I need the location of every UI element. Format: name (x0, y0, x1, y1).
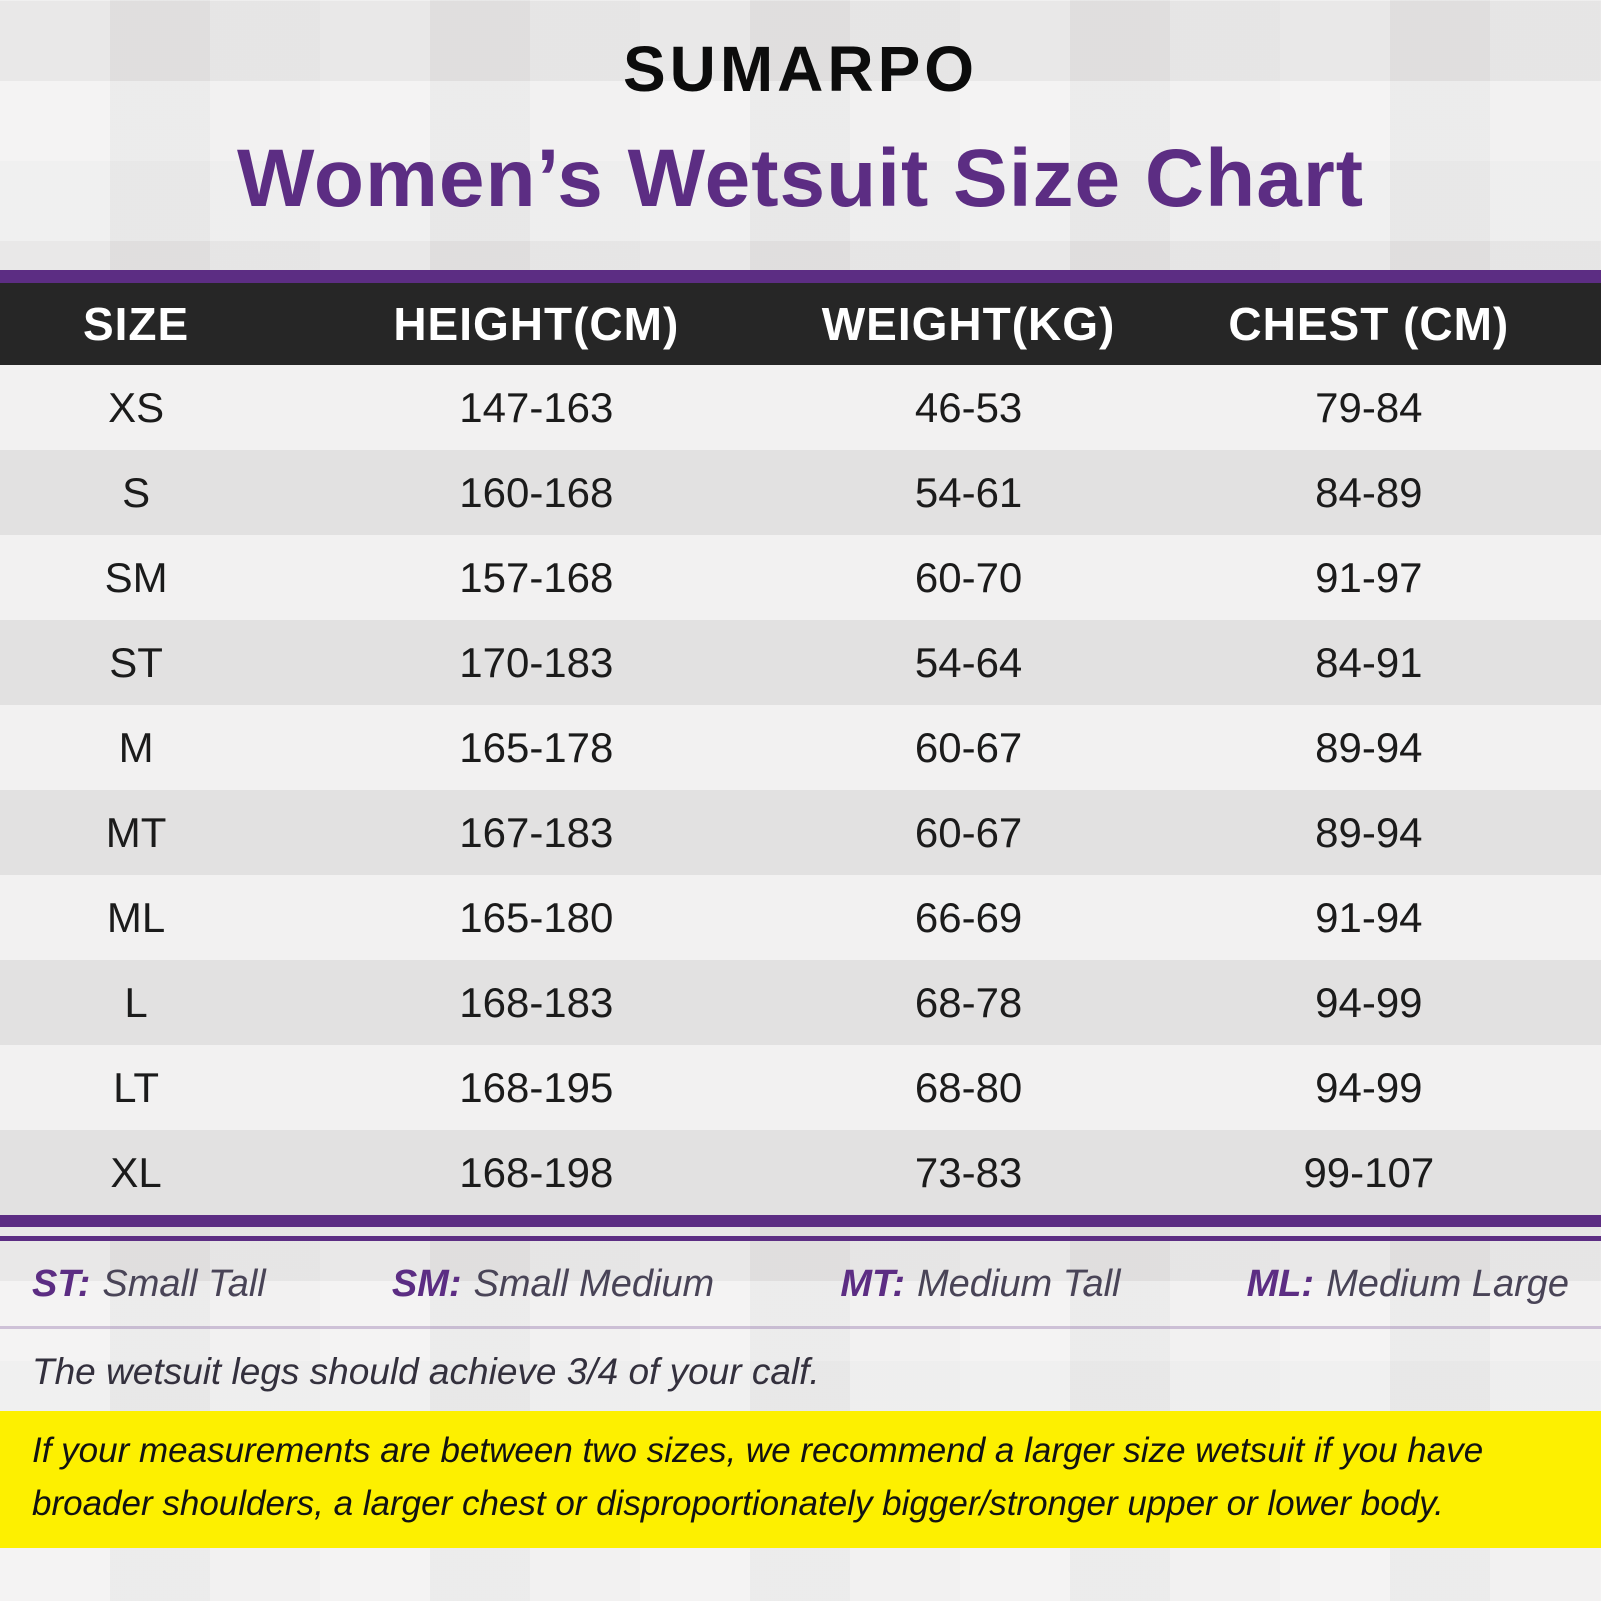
table-header-row: SIZE HEIGHT(CM) WEIGHT(KG) CHEST (CM) (0, 283, 1601, 365)
cell-height: 167-183 (459, 808, 614, 856)
accent-bar-bottom-thick (0, 1215, 1601, 1227)
legend-label: Medium Tall (917, 1263, 1121, 1305)
table-body: XS 147-163 46-53 79-84 S 160-168 54-61 8… (0, 365, 1601, 1215)
cell-size: ST (109, 638, 163, 686)
size-abbreviation-legend: ST: Small Tall SM: Small Medium MT: Medium … (0, 1241, 1601, 1306)
legend-item-st: ST: Small Tall (32, 1263, 266, 1306)
cell-height: 157-168 (459, 553, 614, 601)
sizing-recommendation-highlight: If your measurements are between two siz… (0, 1411, 1601, 1548)
legend-label: Medium Large (1326, 1263, 1569, 1305)
accent-bar-bottom-thin (0, 1236, 1601, 1241)
cell-size: XL (110, 1148, 162, 1196)
cell-weight: 73-83 (914, 1148, 1023, 1196)
cell-size: SM (104, 553, 168, 601)
cell-height: 170-183 (459, 638, 614, 686)
table-row: XS 147-163 46-53 79-84 (0, 365, 1601, 450)
cell-weight: 54-61 (914, 468, 1023, 516)
size-table: SIZE HEIGHT(CM) WEIGHT(KG) CHEST (CM) XS… (0, 283, 1601, 1215)
table-row: ML 165-180 66-69 91-94 (0, 875, 1601, 960)
page-title: Women’s Wetsuit Size Chart (236, 133, 1365, 224)
cell-weight: 54-64 (914, 638, 1023, 686)
cell-weight: 68-80 (914, 1063, 1023, 1111)
header-weight: WEIGHT(KG) (821, 298, 1116, 350)
table-row: XL 168-198 73-83 99-107 (0, 1130, 1601, 1215)
cell-height: 168-198 (459, 1148, 614, 1196)
table-row: L 168-183 68-78 94-99 (0, 960, 1601, 1045)
table-row: LT 168-195 68-80 94-99 (0, 1045, 1601, 1130)
cell-height: 165-180 (459, 893, 614, 941)
header-size: SIZE (82, 298, 190, 350)
table-row: ST 170-183 54-64 84-91 (0, 620, 1601, 705)
legend-abbr: ST: (32, 1263, 91, 1305)
cell-chest: 99-107 (1303, 1148, 1435, 1196)
cell-weight: 60-67 (914, 808, 1023, 856)
legend-abbr: SM: (391, 1263, 462, 1305)
sizing-recommendation-text: If your measurements are between two siz… (32, 1431, 1484, 1523)
header-chest: CHEST (CM) (1228, 298, 1510, 350)
cell-weight: 66-69 (914, 893, 1023, 941)
cell-size: ML (106, 893, 166, 941)
cell-chest: 89-94 (1315, 808, 1423, 856)
cell-size: L (124, 978, 148, 1026)
cell-height: 168-195 (459, 1063, 614, 1111)
legend-divider (0, 1326, 1601, 1329)
cell-chest: 94-99 (1315, 1063, 1423, 1111)
cell-weight: 60-67 (914, 723, 1023, 771)
cell-height: 160-168 (459, 468, 614, 516)
cell-weight: 46-53 (914, 383, 1023, 431)
cell-height: 165-178 (459, 723, 614, 771)
header-height: HEIGHT(CM) (393, 298, 680, 350)
cell-height: 168-183 (459, 978, 614, 1026)
legend-abbr: MT: (840, 1263, 906, 1305)
calf-length-note: The wetsuit legs should achieve 3/4 of y… (32, 1351, 820, 1392)
cell-size: S (122, 468, 151, 516)
cell-chest: 84-91 (1315, 638, 1423, 686)
table-row: M 165-178 60-67 89-94 (0, 705, 1601, 790)
legend-label: Small Medium (473, 1263, 715, 1305)
cell-size: M (118, 723, 154, 771)
legend-item-ml: ML: Medium Large (1247, 1263, 1569, 1306)
cell-size: LT (113, 1063, 160, 1111)
table-row: MT 167-183 60-67 89-94 (0, 790, 1601, 875)
legend-abbr: ML: (1246, 1263, 1315, 1305)
cell-height: 147-163 (459, 383, 614, 431)
cell-chest: 89-94 (1315, 723, 1423, 771)
cell-chest: 91-97 (1315, 553, 1423, 601)
cell-chest: 79-84 (1315, 383, 1423, 431)
brand-logo: SUMARPO (622, 33, 979, 105)
table-row: S 160-168 54-61 84-89 (0, 450, 1601, 535)
legend-label: Small Tall (102, 1263, 266, 1305)
legend-item-mt: MT: Medium Tall (840, 1263, 1120, 1306)
cell-weight: 60-70 (914, 553, 1023, 601)
table-row: SM 157-168 60-70 91-97 (0, 535, 1601, 620)
cell-weight: 68-78 (914, 978, 1023, 1026)
accent-bar-top (0, 270, 1601, 283)
cell-size: XS (108, 383, 165, 431)
cell-chest: 94-99 (1315, 978, 1423, 1026)
cell-chest: 91-94 (1315, 893, 1423, 941)
cell-chest: 84-89 (1315, 468, 1423, 516)
legend-item-sm: SM: Small Medium (392, 1263, 714, 1306)
cell-size: MT (105, 808, 167, 856)
